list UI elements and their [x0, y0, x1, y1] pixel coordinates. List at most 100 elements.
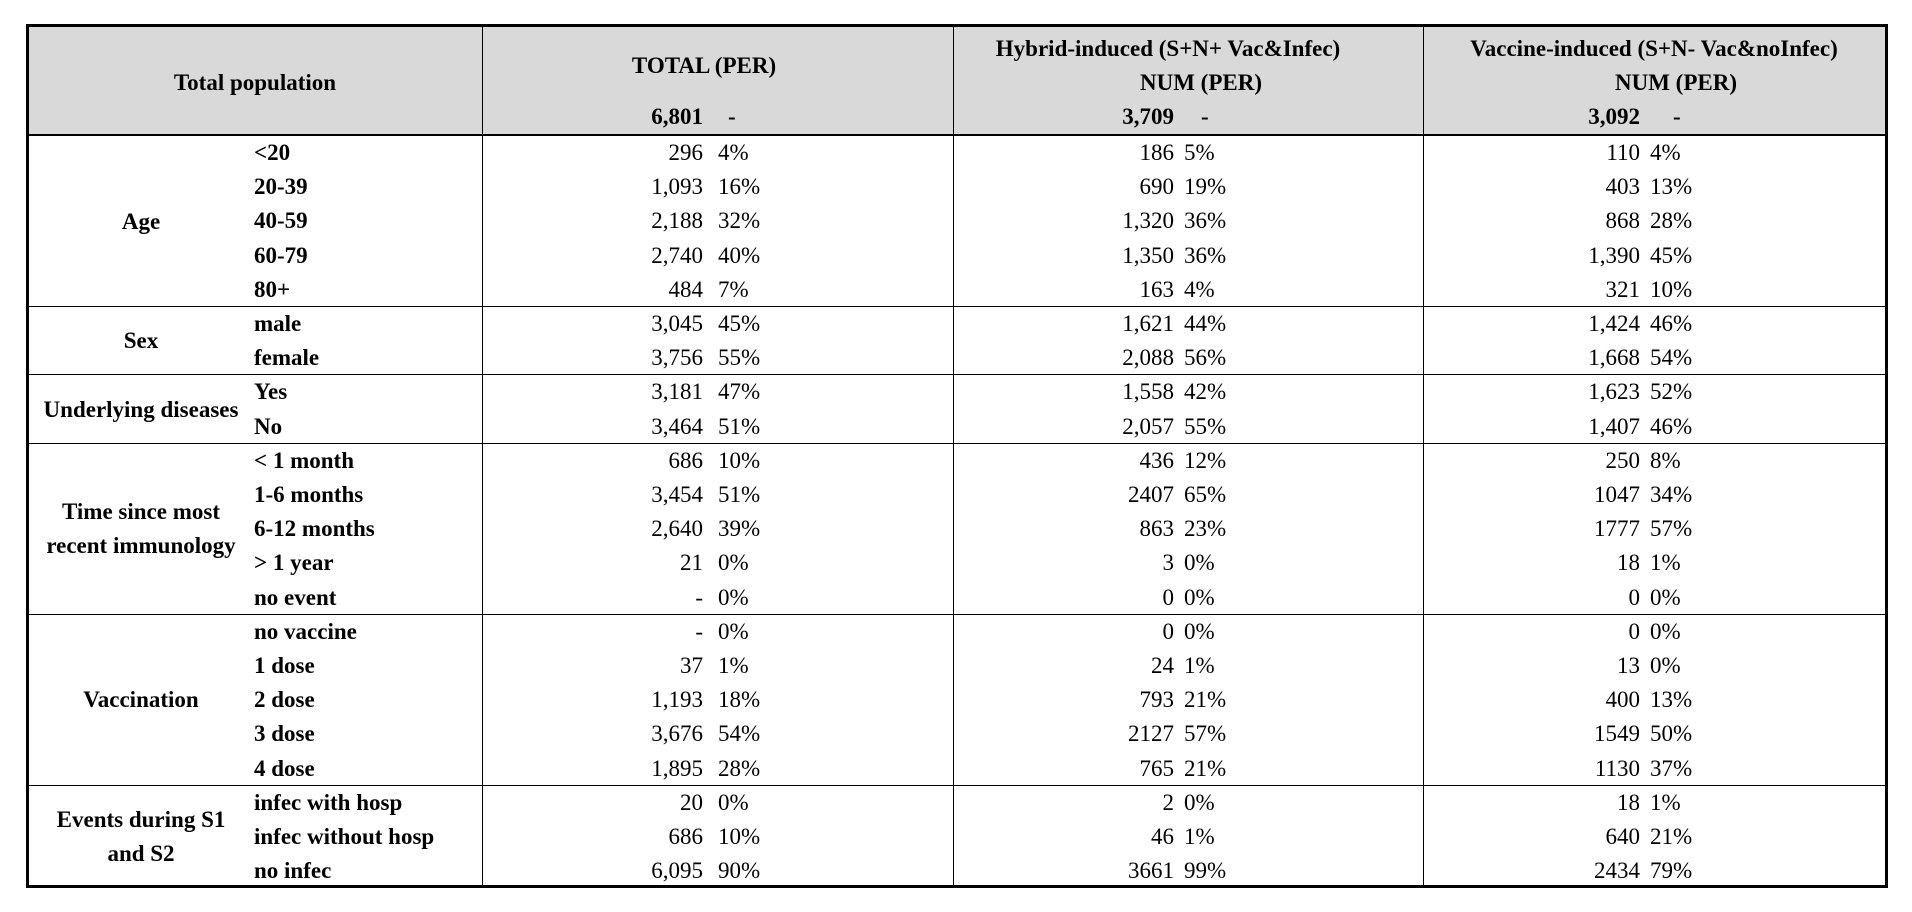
hybrid-per-cell: 56% — [1184, 345, 1227, 371]
hybrid-num-cell: 1,558 — [1122, 379, 1174, 405]
hybrid-num-cell: 863 — [1139, 516, 1175, 542]
row-label: <20 — [254, 140, 291, 165]
column-divider — [1423, 27, 1424, 885]
total-num-cell: - — [695, 618, 703, 644]
row-label: 2 dose — [254, 687, 315, 713]
row-label: 4 dose — [254, 755, 315, 781]
total-per-cell: 18% — [718, 687, 761, 713]
hybrid-num-cell: 690 — [1139, 174, 1175, 200]
header-vaccine-title: Vaccine-induced (S+N- Vac&noInfec) — [1470, 36, 1838, 61]
header-vaccine-per: - — [1673, 104, 1681, 129]
group-divider — [29, 784, 1885, 786]
hybrid-per-cell: 57% — [1184, 721, 1227, 747]
hybrid-per-cell: 42% — [1184, 379, 1227, 405]
vaccine-num-cell: 18 — [1617, 550, 1640, 576]
vaccine-per-cell: 52% — [1650, 379, 1693, 405]
hybrid-per-cell: 23% — [1184, 516, 1227, 542]
hybrid-num-cell: 2,057 — [1122, 413, 1174, 439]
vaccine-num-cell: 18 — [1617, 789, 1640, 815]
hybrid-per-cell: 44% — [1184, 311, 1227, 336]
header-hybrid-title: Hybrid-induced (S+N+ Vac&Infec) — [995, 36, 1341, 61]
vaccine-per-cell: 45% — [1650, 242, 1693, 268]
total-num-cell: 484 — [668, 276, 704, 302]
hybrid-num-cell: 3 — [1162, 550, 1175, 576]
header-hybrid-per: - — [1201, 104, 1209, 129]
total-num-cell: 2,740 — [651, 242, 703, 268]
total-per-cell: 4% — [718, 140, 749, 165]
total-per-cell: 54% — [718, 721, 761, 747]
total-per-cell: 28% — [718, 755, 761, 781]
total-per-cell: 51% — [718, 413, 761, 439]
vaccine-per-cell: 21% — [1650, 824, 1693, 849]
hybrid-per-cell: 55% — [1184, 413, 1227, 439]
hybrid-per-cell: 5% — [1184, 140, 1215, 165]
hybrid-per-cell: 99% — [1184, 858, 1227, 884]
total-per-cell: 16% — [718, 174, 761, 200]
total-per-cell: 51% — [718, 482, 761, 507]
hybrid-num-cell: 1,621 — [1122, 311, 1174, 336]
hybrid-per-cell: 21% — [1184, 755, 1227, 781]
group-divider — [29, 442, 1885, 444]
hybrid-num-cell: 765 — [1139, 755, 1175, 781]
hybrid-per-cell: 65% — [1184, 482, 1227, 507]
total-per-cell: 0% — [718, 618, 749, 644]
header-vaccine-sub: NUM (PER) — [1615, 70, 1737, 95]
group-label: Vaccination — [83, 687, 199, 713]
vaccine-per-cell: 1% — [1650, 550, 1681, 576]
row-label: No — [254, 413, 283, 439]
header-hybrid-sub: NUM (PER) — [1140, 70, 1262, 95]
row-label: female — [254, 345, 320, 371]
row-label: 40-59 — [254, 208, 308, 234]
header-total-population: Total population — [173, 70, 337, 95]
row-label: 1-6 months — [254, 482, 364, 507]
vaccine-num-cell: 1549 — [1594, 721, 1640, 747]
vaccine-per-cell: 79% — [1650, 858, 1693, 884]
vaccine-per-cell: 34% — [1650, 482, 1693, 507]
hybrid-per-cell: 1% — [1184, 653, 1215, 678]
vaccine-per-cell: 57% — [1650, 516, 1693, 542]
hybrid-num-cell: 1,320 — [1122, 208, 1174, 234]
hybrid-per-cell: 0% — [1184, 550, 1215, 576]
total-num-cell: 6,095 — [651, 858, 703, 884]
total-num-cell: 21 — [680, 550, 703, 576]
total-per-cell: 55% — [718, 345, 761, 371]
column-divider — [953, 27, 954, 885]
header-hybrid-num: 3,709 — [1122, 104, 1174, 129]
hybrid-per-cell: 12% — [1184, 447, 1227, 473]
group-label: Time since most recent immunology — [46, 499, 236, 559]
hybrid-per-cell: 0% — [1184, 584, 1215, 610]
total-per-cell: 10% — [718, 824, 761, 849]
vaccine-num-cell: 250 — [1605, 447, 1641, 473]
header-total-num: 6,801 — [651, 104, 703, 129]
hybrid-num-cell: 2407 — [1128, 482, 1174, 507]
group-divider — [29, 374, 1885, 376]
header-vaccine-num: 3,092 — [1588, 104, 1640, 129]
total-num-cell: 686 — [668, 447, 704, 473]
hybrid-num-cell: 24 — [1151, 653, 1174, 678]
vaccine-per-cell: 50% — [1650, 721, 1693, 747]
vaccine-num-cell: 0 — [1628, 618, 1641, 644]
vaccine-num-cell: 640 — [1605, 824, 1641, 849]
header-total-per: - — [728, 104, 736, 129]
total-per-cell: 0% — [718, 584, 749, 610]
hybrid-num-cell: 3661 — [1128, 858, 1174, 884]
hybrid-num-cell: 0 — [1162, 584, 1175, 610]
data-table: Total population TOTAL (PER) 6,801 - Hyb… — [26, 24, 1888, 888]
row-label: no infec — [254, 858, 332, 884]
hybrid-per-cell: 21% — [1184, 687, 1227, 713]
vaccine-per-cell: 46% — [1650, 413, 1693, 439]
column-divider — [482, 27, 483, 885]
group-label: Events during S1 and S2 — [56, 807, 226, 867]
total-per-cell: 39% — [718, 516, 761, 542]
total-per-cell: 32% — [718, 208, 761, 234]
vaccine-num-cell: 1,390 — [1588, 242, 1640, 268]
vaccine-num-cell: 1130 — [1594, 755, 1640, 781]
vaccine-per-cell: 0% — [1650, 584, 1681, 610]
group-label: Age — [121, 208, 161, 234]
hybrid-num-cell: 1,350 — [1122, 242, 1174, 268]
total-num-cell: 3,181 — [651, 379, 703, 405]
total-num-cell: 37 — [680, 653, 703, 678]
vaccine-num-cell: 13 — [1617, 653, 1640, 678]
vaccine-num-cell: 1,407 — [1588, 413, 1640, 439]
hybrid-num-cell: 46 — [1151, 824, 1174, 849]
